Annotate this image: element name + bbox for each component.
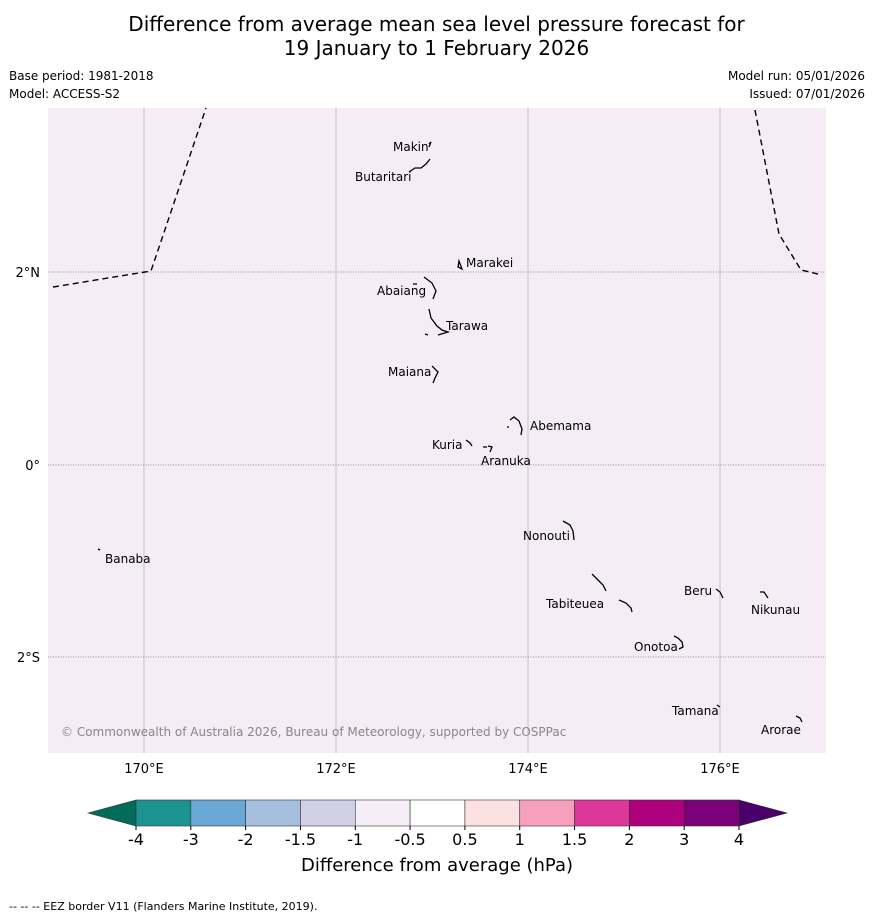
colorbar-bin: [464, 799, 521, 827]
colorbar-bin: [574, 799, 630, 827]
island-banaba-shape: [97, 548, 101, 551]
place-label-butaritari: Butaritari: [355, 170, 412, 184]
colorbar-bin: [190, 799, 246, 827]
island-butaritari-shape: [408, 158, 431, 173]
colorbar-bin: [135, 799, 192, 827]
island-onotoa-shape: [673, 635, 684, 650]
place-label-nonouti: Nonouti: [523, 529, 570, 543]
place-label-arorae: Arorae: [761, 723, 801, 737]
colorbar-bins: [135, 799, 740, 827]
meta-left: Base period: 1981-2018 Model: ACCESS-S2: [9, 69, 154, 105]
island-abaiang-shape: [413, 276, 437, 300]
colorbar-tick-label: -1: [347, 830, 363, 849]
base-period: Base period: 1981-2018: [9, 69, 154, 83]
place-label-nikunau: Nikunau: [751, 603, 800, 617]
colorbar-tick-label: 0.5: [452, 830, 477, 849]
colorbar-bin: [300, 799, 356, 827]
latitude-label: 2°S: [17, 651, 40, 666]
island-abemama-shape: [507, 416, 523, 436]
colorbar-label: Difference from average (hPa): [301, 855, 573, 876]
map-panel: [48, 108, 826, 753]
eez-border-west: [52, 107, 207, 288]
longitude-label: 176°E: [700, 762, 740, 777]
colorbar-ticks: -4 -3 -2 -1.5 -1 -0.5 0.5 1 1.5 2 3 4: [128, 826, 744, 849]
colorbar-bin: [245, 799, 301, 827]
place-label-onotoa: Onotoa: [634, 640, 678, 654]
place-labels: Makin Butaritari Marakei Abaiang Tarawa …: [105, 140, 801, 737]
place-label-tabiteuea: Tabiteuea: [545, 597, 604, 611]
colorbar-tick-label: 4: [734, 830, 744, 849]
island-marakei-shape: [457, 258, 464, 271]
island-nikunau-shape: [760, 591, 769, 599]
longitude-label: 174°E: [508, 762, 548, 777]
island-tarawa-shape: [424, 308, 451, 336]
place-label-abemama: Abemama: [530, 419, 591, 433]
issued-date: Issued: 07/01/2026: [749, 87, 865, 101]
island-outlines: [97, 141, 803, 723]
colorbar-tick-label: -2: [238, 830, 254, 849]
colorbar-bin: [354, 799, 411, 827]
place-label-tamana: Tamana: [671, 704, 719, 718]
place-label-makin: Makin: [393, 140, 429, 154]
colorbar-low-extend: [86, 799, 137, 827]
island-beru-shape: [715, 588, 724, 599]
colorbar-tick-label: -0.5: [394, 830, 425, 849]
meridian-lines: [143, 108, 721, 753]
longitude-label: 170°E: [124, 762, 164, 777]
latitude-label: 2°N: [16, 266, 41, 281]
eez-borders: [52, 107, 823, 288]
longitude-labels: 170°E 172°E 174°E 176°E: [124, 762, 740, 777]
island-tamana-shape: [716, 704, 721, 708]
place-label-kuria: Kuria: [432, 438, 463, 452]
colorbar-tick-label: 1.5: [562, 830, 587, 849]
island-makin-shape: [428, 141, 432, 148]
eez-border-east: [754, 109, 823, 276]
place-label-marakei: Marakei: [466, 256, 513, 270]
chart-title: Difference from average mean sea level p…: [0, 12, 873, 60]
colorbar-bin: [683, 799, 740, 827]
title-line-1: Difference from average mean sea level p…: [128, 12, 745, 36]
place-label-abaiang: Abaiang: [377, 284, 426, 298]
place-label-beru: Beru: [684, 584, 712, 598]
title-line-2: 19 January to 1 February 2026: [283, 36, 590, 60]
parallel-lines: [48, 271, 826, 658]
island-arorae-shape: [795, 715, 803, 723]
place-label-tarawa: Tarawa: [445, 319, 488, 333]
colorbar-bin: [409, 799, 466, 827]
island-tabiteuea-shape: [591, 573, 633, 613]
island-maiana-shape: [431, 365, 439, 384]
place-label-banaba: Banaba: [105, 552, 151, 566]
colorbar-tick-label: 2: [624, 830, 634, 849]
model-run: Model run: 05/01/2026: [727, 69, 865, 83]
meta-right: Model run: 05/01/2026 Issued: 07/01/2026: [728, 69, 865, 105]
eez-footnote: -- -- -- EEZ border V11 (Flanders Marine…: [9, 900, 318, 913]
colorbar-tick-label: 3: [679, 830, 689, 849]
place-label-aranuka: Aranuka: [481, 454, 531, 468]
colorbar-tick-label: 1: [515, 830, 525, 849]
colorbar-bin: [519, 799, 575, 827]
island-aranuka-shape: [483, 445, 493, 453]
latitude-label: 0°: [25, 459, 40, 474]
copyright-text: © Commonwealth of Australia 2026, Bureau…: [61, 725, 566, 739]
colorbar-high-extend: [738, 799, 789, 827]
island-kuria-shape: [465, 439, 473, 447]
colorbar-tick-label: -3: [183, 830, 199, 849]
colorbar-tick-label: -1.5: [285, 830, 316, 849]
model-name: Model: ACCESS-S2: [9, 87, 121, 101]
colorbar: -4 -3 -2 -1.5 -1 -0.5 0.5 1 1.5 2 3 4 Difference fr…: [86, 799, 789, 876]
latitude-labels: 2°N 0° 2°S: [16, 266, 41, 666]
colorbar-bin: [629, 799, 685, 827]
place-label-maiana: Maiana: [388, 365, 431, 379]
colorbar-tick-label: -4: [128, 830, 144, 849]
longitude-label: 172°E: [316, 762, 356, 777]
island-nonouti-shape: [562, 520, 575, 541]
